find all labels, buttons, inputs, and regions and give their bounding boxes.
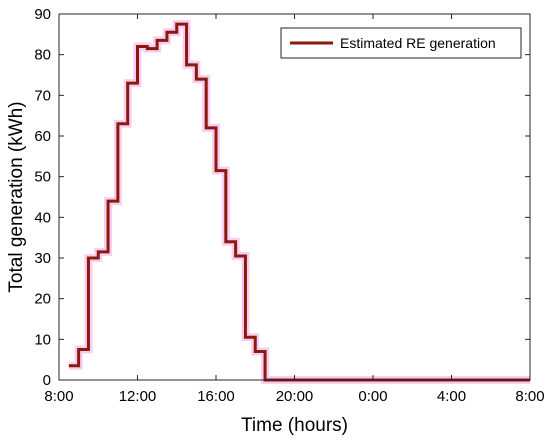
y-tick-label: 20	[34, 291, 51, 308]
x-axis-label: Time (hours)	[241, 415, 348, 436]
y-axis-label: Total generation (kWh)	[6, 101, 27, 292]
y-tick-label: 60	[34, 128, 51, 145]
x-tick-label: 12:00	[119, 388, 157, 405]
y-tick-label: 80	[34, 47, 51, 64]
y-tick-label: 0	[43, 372, 51, 389]
ticks-layer: 8:00 12:00 16:00 20:00 0:00 4:00 8:00010203040…	[34, 6, 544, 405]
legend-label: Estimated RE generation	[340, 35, 496, 51]
legend: Estimated RE generation	[280, 27, 522, 59]
x-tick-label: 16:00	[197, 388, 235, 405]
y-tick-label: 90	[34, 6, 51, 23]
y-tick-label: 50	[34, 169, 51, 186]
y-tick-label: 40	[34, 209, 51, 226]
y-tick-label: 30	[34, 250, 51, 267]
x-tick-label: 20:00	[276, 388, 314, 405]
y-tick-label: 70	[34, 87, 51, 104]
x-tick-label: 0:00	[358, 388, 387, 405]
x-tick-label: 8:00	[44, 388, 73, 405]
y-tick-label: 10	[34, 331, 51, 348]
x-tick-label: 8:00	[515, 388, 544, 405]
x-tick-label: 4:00	[437, 388, 466, 405]
